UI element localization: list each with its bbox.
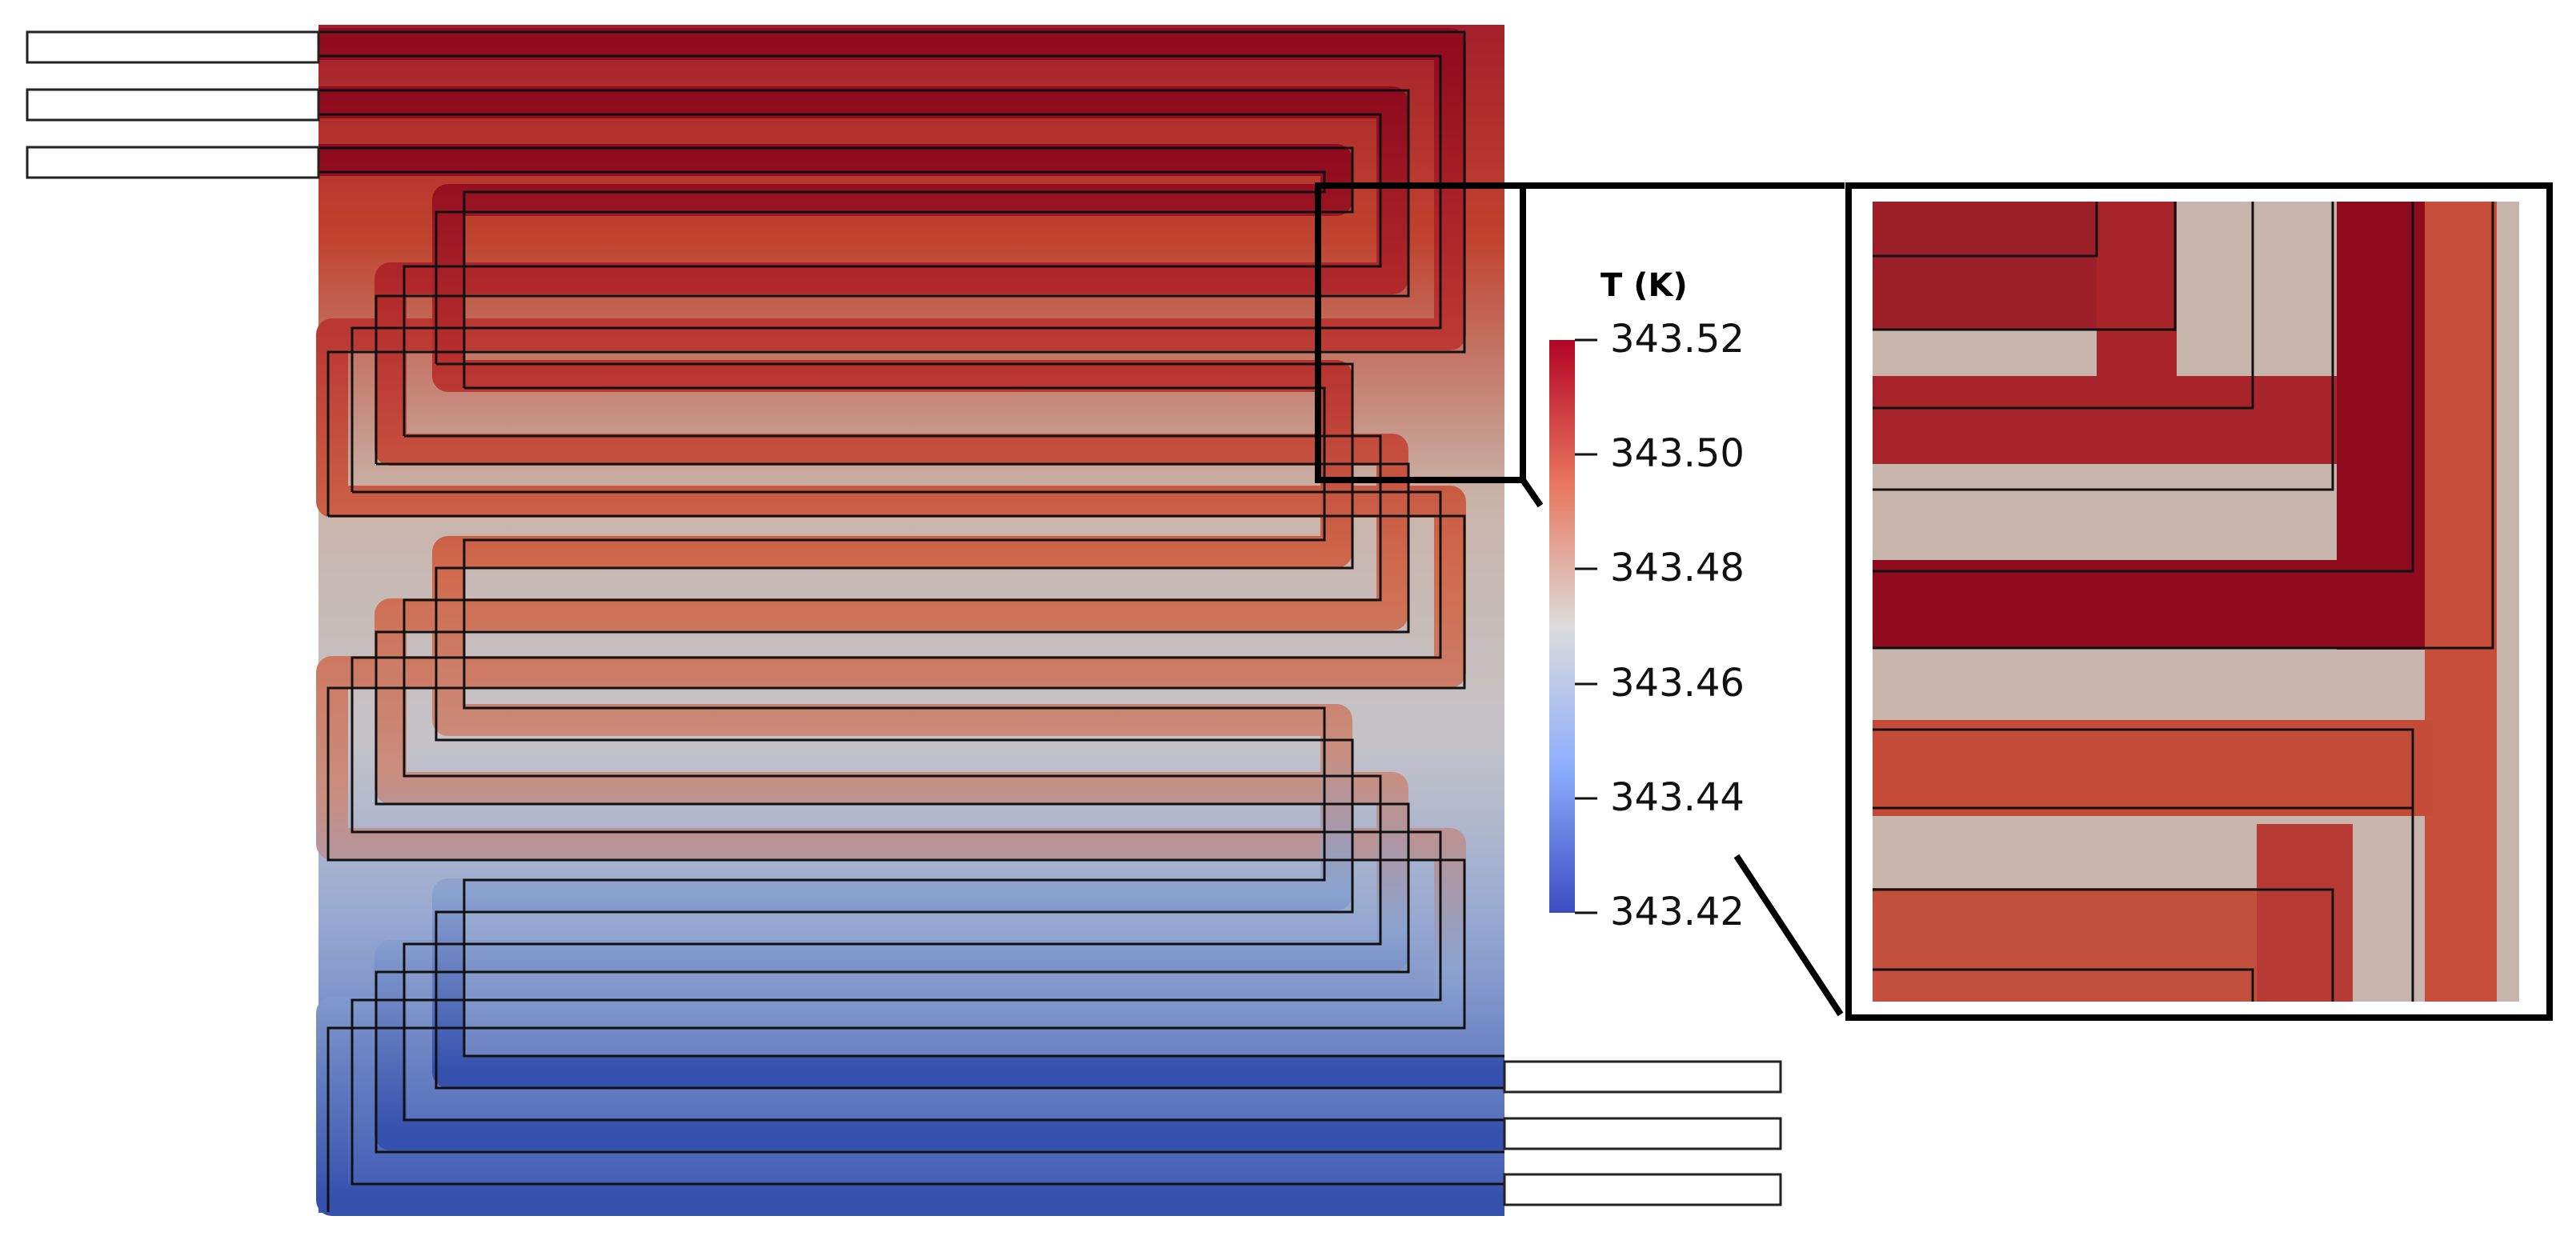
zoom-inset-panel <box>1845 182 2553 1021</box>
serpentine-channel <box>316 28 1504 1216</box>
channel-outlines <box>318 30 1504 1212</box>
legend-tick-label: 343.48 <box>1610 546 1745 590</box>
flow-field-panel <box>26 25 1782 1216</box>
inlet-channel-1 <box>26 30 320 64</box>
colorbar-gradient <box>1549 340 1575 913</box>
inlet-channel-3 <box>26 146 320 179</box>
zoom-connector-top <box>1520 478 1544 508</box>
outlet-manifold <box>1503 1060 1782 1206</box>
legend-title: T (K) <box>1600 267 1688 304</box>
legend-tick-label: 343.42 <box>1610 890 1745 934</box>
colorbar-ticks <box>1575 338 1597 914</box>
zoom-selection-box <box>1315 182 1526 483</box>
legend-tick-label: 343.52 <box>1610 317 1745 362</box>
legend-tick-label: 343.46 <box>1610 661 1745 706</box>
serpentine-channel-inner <box>318 86 1504 1150</box>
legend-tick-label: 343.50 <box>1610 431 1745 476</box>
zoom-inset-frame <box>1845 182 2553 1021</box>
colorbar-legend: T (K) 343.52 343.50 343.48 343.46 343.44… <box>1549 267 1745 934</box>
legend-tick-label: 343.44 <box>1610 775 1745 820</box>
outlet-channel-3 <box>1503 1173 1782 1206</box>
inlet-channel-2 <box>26 88 320 122</box>
zoom-connector-bottom <box>1733 854 1844 1017</box>
serpentine-channel-core <box>318 144 1504 1088</box>
outlet-channel-1 <box>1503 1060 1782 1094</box>
outlet-channel-2 <box>1503 1117 1782 1150</box>
inlet-manifold <box>26 30 320 179</box>
